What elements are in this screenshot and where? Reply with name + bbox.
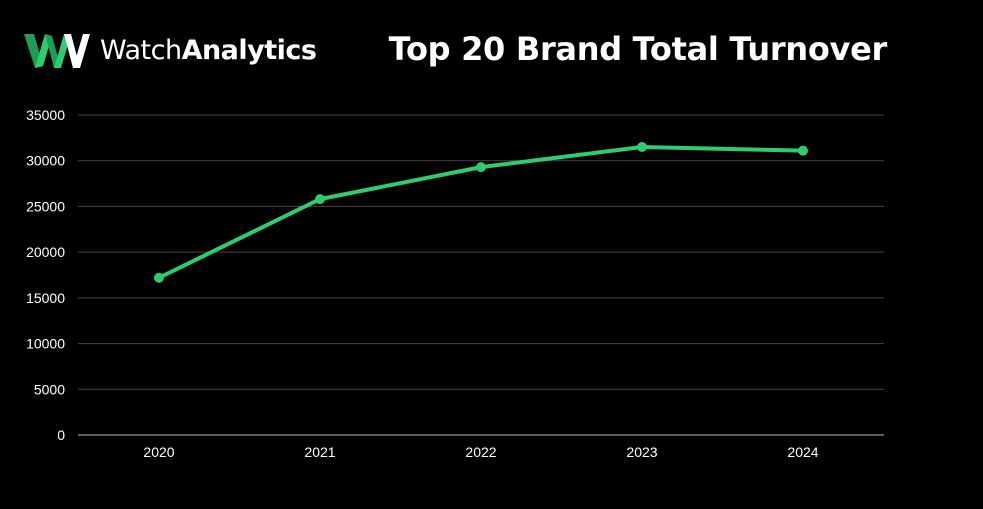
y-tick-label: 10000	[26, 336, 65, 352]
x-tick-label: 2023	[626, 444, 657, 460]
series-layer	[154, 142, 808, 283]
x-tick-label: 2021	[304, 444, 335, 460]
y-axis-tick-labels: 0 5000 10000 15000 20000 25000 30000 35000	[26, 107, 65, 443]
x-tick-label: 2020	[143, 444, 174, 460]
data-point-2024	[798, 145, 808, 156]
y-tick-label: 20000	[26, 244, 65, 260]
brand-name-light: Watch	[100, 35, 182, 66]
data-point-2020	[154, 272, 164, 283]
brand-logo: WatchAnalytics	[24, 30, 317, 72]
y-tick-label: 5000	[34, 381, 65, 397]
y-tick-label: 30000	[26, 153, 65, 169]
y-tick-label: 35000	[26, 107, 65, 123]
chart-title: Top 20 Brand Total Turnover	[388, 30, 888, 68]
y-tick-label: 15000	[26, 290, 65, 306]
data-point-2022	[476, 162, 486, 173]
watchanalytics-logo-icon	[24, 34, 90, 68]
y-tick-label: 0	[57, 427, 65, 443]
brand-name: WatchAnalytics	[100, 30, 317, 72]
x-axis-tick-labels: 2020 2021 2022 2023 2024	[143, 444, 818, 460]
data-point-2023	[637, 142, 647, 152]
brand-name-bold: Analytics	[181, 35, 317, 66]
x-tick-label: 2022	[465, 444, 496, 460]
data-point-2021	[315, 194, 325, 205]
x-tick-label: 2024	[787, 444, 818, 460]
grid-lines	[78, 114, 884, 436]
y-tick-label: 25000	[26, 198, 65, 214]
